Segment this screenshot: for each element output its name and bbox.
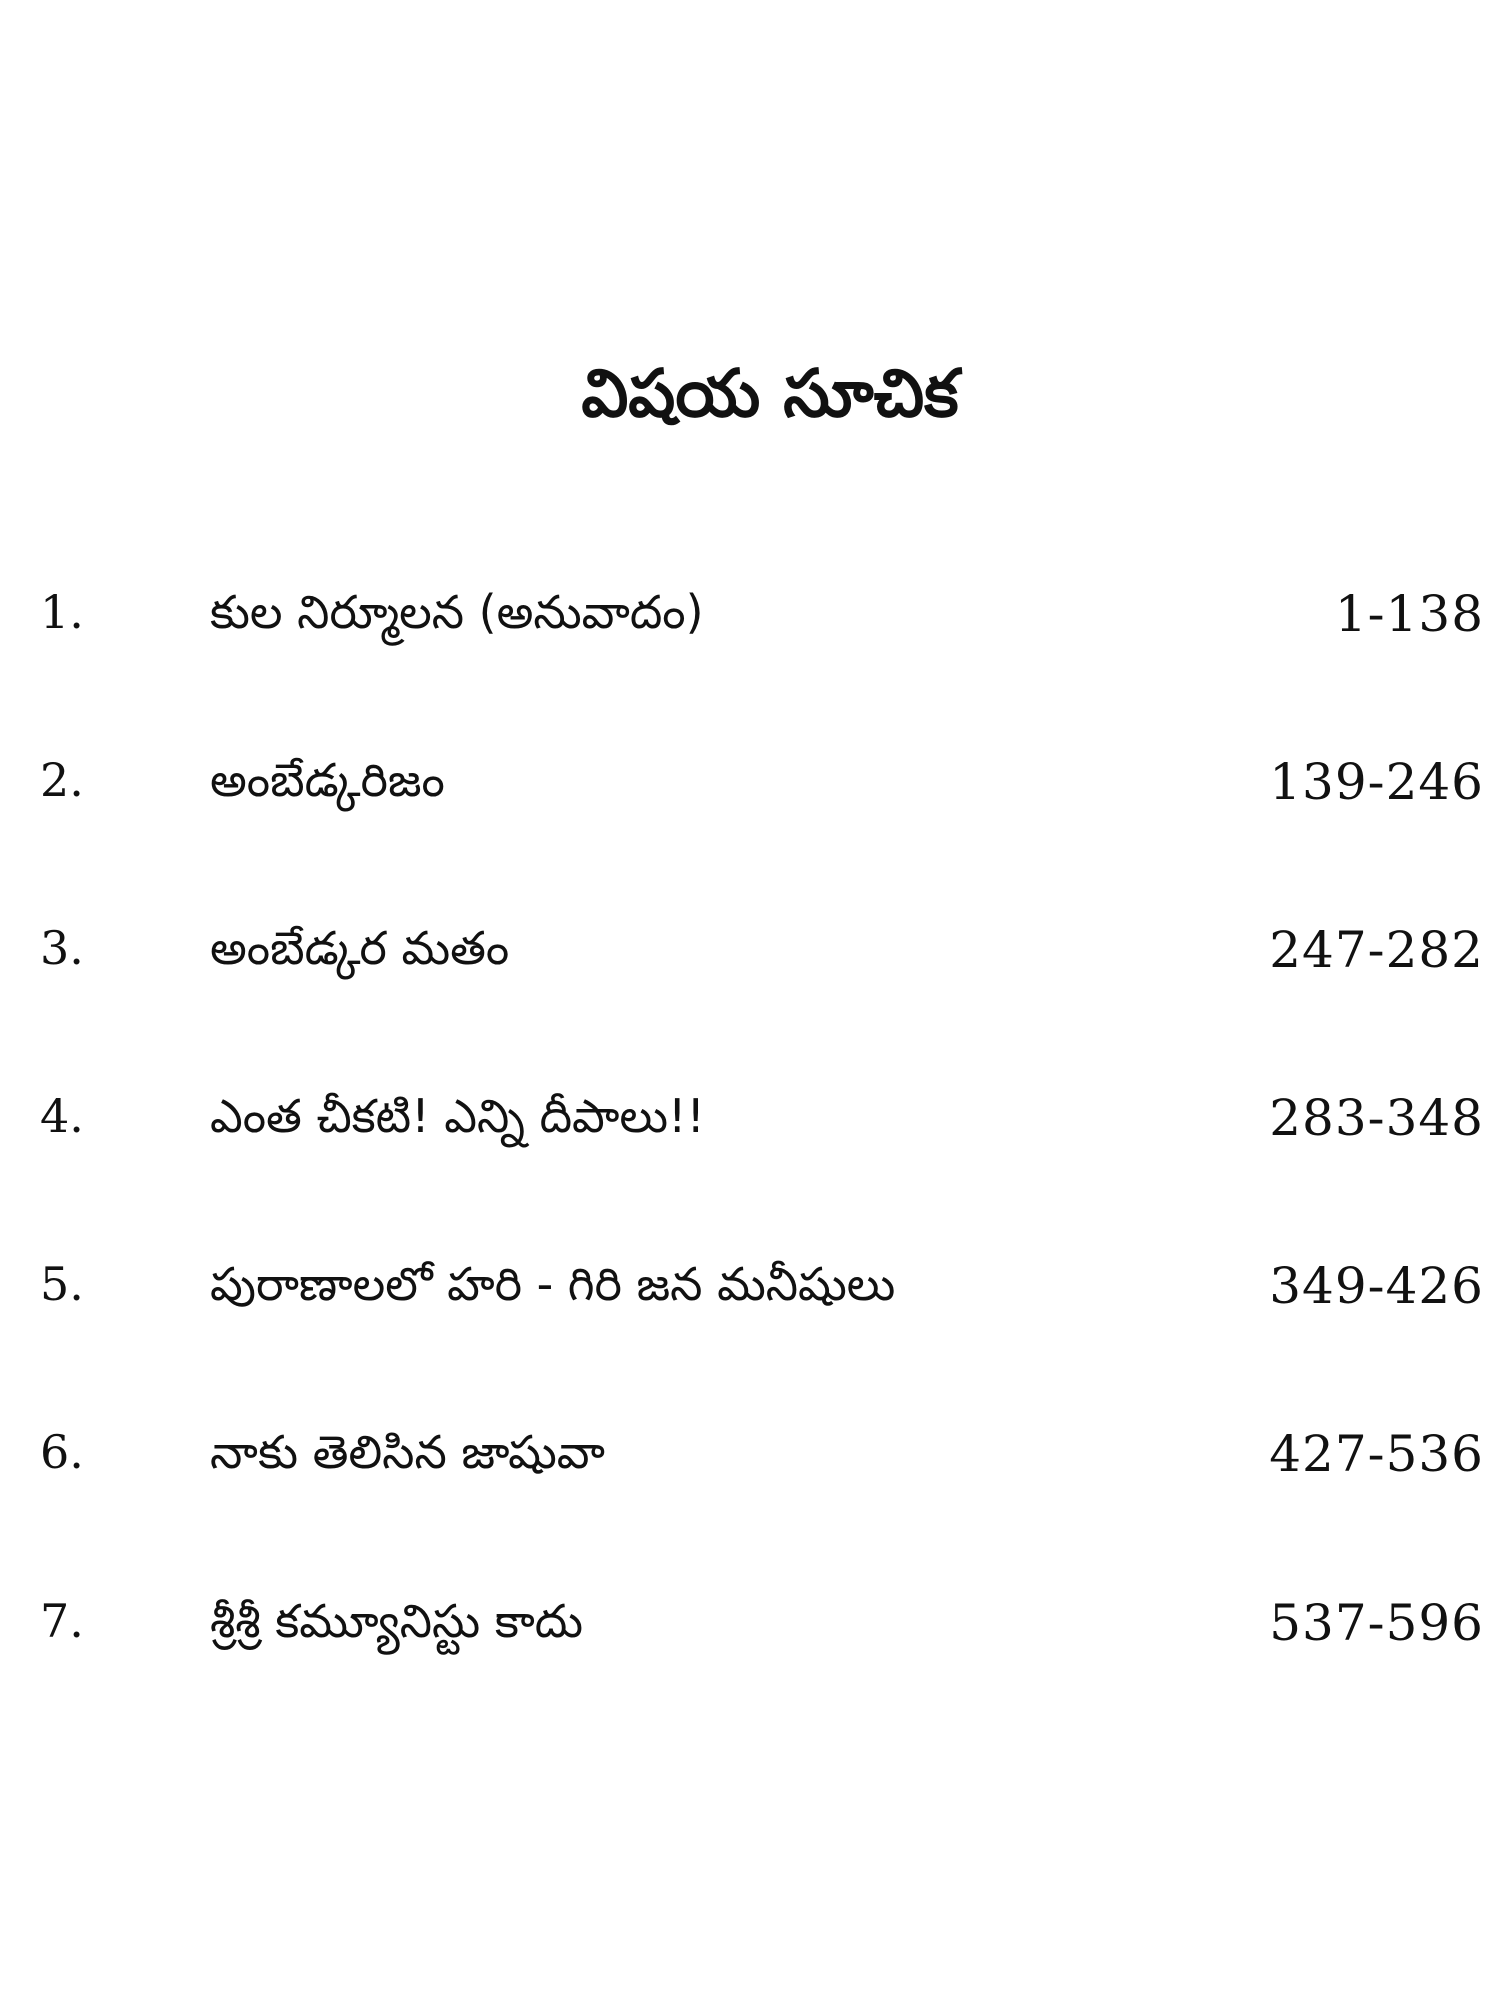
entry-number: 5. bbox=[40, 1257, 84, 1311]
entry-title: నాకు తెలిసిన జాషువా bbox=[210, 1425, 605, 1479]
entry-title: పురాణాలలో హరి - గిరి జన మనీషులు bbox=[210, 1257, 896, 1311]
entry-title: అంబేడ్కరిజం bbox=[210, 753, 445, 807]
entry-title: అంబేడ్కర మతం bbox=[210, 921, 510, 975]
entry-pages: 247-282 bbox=[1269, 921, 1484, 979]
entry-number: 6. bbox=[40, 1425, 84, 1479]
page-title: విషయ సూచిక bbox=[581, 355, 959, 432]
entry-pages: 1-138 bbox=[1334, 585, 1484, 643]
entry-number: 7. bbox=[40, 1594, 84, 1648]
entry-title: ఎంత చీకటి! ఎన్ని దీపాలు!! bbox=[210, 1089, 705, 1143]
toc-entry: 2. అంబేడ్కరిజం 139-246 bbox=[0, 753, 1500, 833]
entry-pages: 537-596 bbox=[1269, 1594, 1484, 1652]
toc-entry: 3. అంబేడ్కర మతం 247-282 bbox=[0, 921, 1500, 1001]
entry-pages: 349-426 bbox=[1269, 1257, 1484, 1315]
toc-entry: 1. కుల నిర్మూలన (అనువాదం) 1-138 bbox=[0, 585, 1500, 665]
toc-entry: 7. శ్రీశ్రీ కమ్యూనిస్టు కాదు 537-596 bbox=[0, 1594, 1500, 1674]
entry-pages: 139-246 bbox=[1269, 753, 1484, 811]
entry-number: 3. bbox=[40, 921, 84, 975]
entry-title: కుల నిర్మూలన (అనువాదం) bbox=[210, 585, 704, 639]
toc-entry: 4. ఎంత చీకటి! ఎన్ని దీపాలు!! 283-348 bbox=[0, 1089, 1500, 1169]
entry-title: శ్రీశ్రీ కమ్యూనిస్టు కాదు bbox=[210, 1594, 584, 1648]
entry-number: 1. bbox=[40, 585, 84, 639]
entry-number: 2. bbox=[40, 753, 84, 807]
toc-entry: 5. పురాణాలలో హరి - గిరి జన మనీషులు 349-4… bbox=[0, 1257, 1500, 1337]
entry-number: 4. bbox=[40, 1089, 84, 1143]
entry-pages: 427-536 bbox=[1269, 1425, 1484, 1483]
entry-pages: 283-348 bbox=[1269, 1089, 1484, 1147]
toc-entry: 6. నాకు తెలిసిన జాషువా 427-536 bbox=[0, 1425, 1500, 1505]
